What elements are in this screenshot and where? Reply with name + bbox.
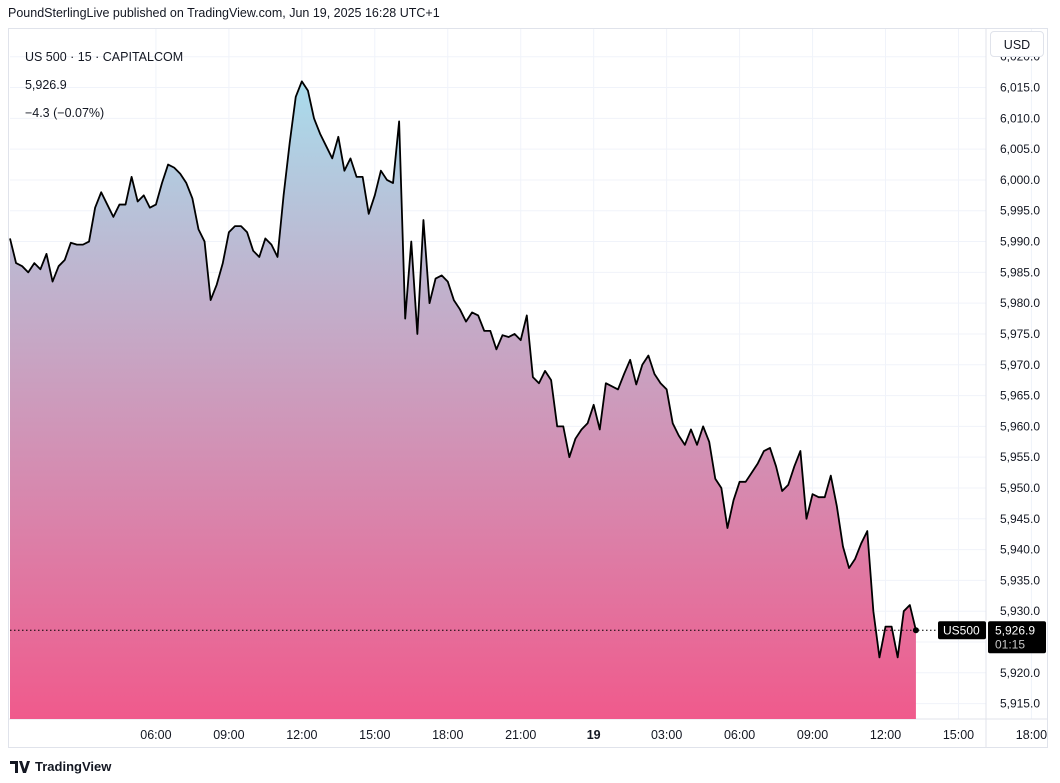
last-price-dot [912,627,919,634]
y-tick-label: 5,955.0 [1000,450,1040,464]
x-tick-label: 12:00 [286,728,317,742]
symbol-legend[interactable]: US 500 · 15 · CAPITALCOM 5,926.9 −4.3 (−… [18,36,183,120]
y-tick-label: 5,945.0 [1000,512,1040,526]
x-tick-label: 06:00 [724,728,755,742]
y-tick-label: 5,950.0 [1000,481,1040,495]
x-tick-label: 21:00 [505,728,536,742]
y-tick-label: 5,985.0 [1000,265,1040,279]
y-tick-label: 5,980.0 [1000,296,1040,310]
y-tick-label: 5,975.0 [1000,327,1040,341]
time-axis[interactable]: 06:00 09:00 12:00 15:00 18:00 21:00 19 03:00 06:… [140,728,1047,742]
price-area-fill [10,81,916,720]
price-axis[interactable]: 6,020.06,015.06,010.06,005.06,000.05,995… [1000,50,1040,711]
y-tick-label: 5,965.0 [1000,389,1040,403]
y-tick-label: 5,935.0 [1000,573,1040,587]
brand-name: TradingView [35,759,112,774]
y-tick-label: 5,990.0 [1000,235,1040,249]
y-tick-label: 5,915.0 [1000,697,1040,711]
x-tick-label: 06:00 [140,728,171,742]
x-tick-label: 12:00 [870,728,901,742]
price-tag-value: 5,926.9 [995,623,1035,637]
x-tick-label: 18:00 [432,728,463,742]
y-tick-label: 5,995.0 [1000,204,1040,218]
x-tick-label: 15:00 [359,728,390,742]
chart-frame [8,28,1048,748]
y-tick-label: 6,015.0 [1000,81,1040,95]
x-tick-label: 03:00 [651,728,682,742]
y-tick-label: 5,930.0 [1000,604,1040,618]
last-price: 5,926.9 [24,78,67,92]
price-tag-bg [988,621,1046,654]
y-tick-label: 5,940.0 [1000,543,1040,557]
tradingview-logo-icon [10,760,30,773]
symbol-tag-bg [938,621,986,640]
y-tick-label: 5,960.0 [1000,419,1040,433]
x-tick-label: 18:00 [1016,728,1047,742]
x-tick-label: 19 [587,728,601,742]
bar-countdown: 01:15 [995,637,1025,651]
x-tick-label: 09:00 [213,728,244,742]
y-tick-label: 5,970.0 [1000,358,1040,372]
y-tick-label: 6,005.0 [1000,142,1040,156]
price-tags: US500 5,926.9 01:15 [938,621,1046,654]
y-tick-label: 6,000.0 [1000,173,1040,187]
publisher-line: PoundSterlingLive published on TradingVi… [8,6,440,20]
symbol-name: US 500 · 15 · CAPITALCOM [24,50,184,64]
x-tick-label: 15:00 [943,728,974,742]
tradingview-logo[interactable]: TradingView [10,759,111,774]
x-tick-label: 09:00 [797,728,828,742]
currency-button[interactable]: USD [990,31,1044,57]
y-tick-label: 5,920.0 [1000,666,1040,680]
y-tick-label: 6,010.0 [1000,111,1040,125]
symbol-tag: US500 [943,623,980,637]
price-line [9,80,917,659]
price-change: −4.3 (−0.07%) [24,106,105,120]
